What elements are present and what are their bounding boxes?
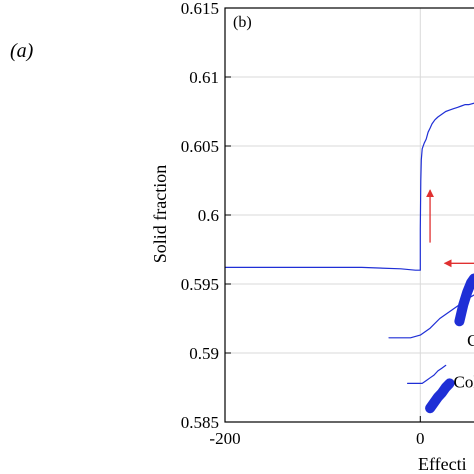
- plot-area: [225, 102, 474, 414]
- panel-label: (b): [233, 14, 252, 31]
- grid: [224, 7, 474, 423]
- x-tick-label: -200: [209, 429, 240, 448]
- arrows: [426, 189, 474, 268]
- y-tick-label: 0.59: [189, 344, 219, 363]
- series-line-4: [454, 273, 474, 327]
- y-tick-label: 0.605: [181, 137, 219, 156]
- series-line-5: [425, 378, 455, 414]
- y-tick-label: 0.61: [189, 68, 219, 87]
- y-axis-label: Solid fraction: [150, 165, 170, 263]
- series-line-3: [407, 364, 447, 384]
- annotation-label: Col: [453, 373, 474, 392]
- x-tick-label: 0: [416, 429, 425, 448]
- y-tick-label: 0.595: [181, 275, 219, 294]
- outer-panel-label: (a): [10, 40, 34, 62]
- y-tick-label: 0.615: [181, 0, 219, 18]
- annotation-label: C: [467, 331, 474, 350]
- axis-ticks: -200 0 0.585 0.59 0.595 0.6 0.605 0.61 0.615: [181, 0, 425, 448]
- y-tick-label: 0.6: [198, 206, 219, 225]
- y-tick-label: 0.585: [181, 413, 219, 432]
- x-axis-label: Effecti: [418, 454, 467, 474]
- series-line-1: [225, 102, 474, 271]
- annotations: C Col: [453, 331, 474, 391]
